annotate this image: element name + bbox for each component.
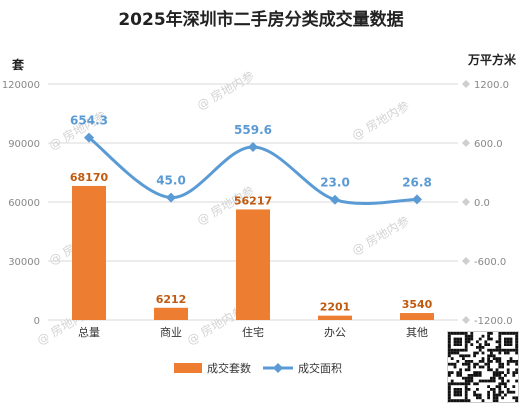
bar-商业 bbox=[154, 307, 188, 320]
category-label: 商业 bbox=[160, 325, 182, 339]
bar-其他 bbox=[400, 313, 434, 320]
category-label: 办公 bbox=[324, 326, 346, 339]
watermark-text: @ 房地内参 bbox=[194, 68, 257, 113]
right-tick-label: 600.0 bbox=[474, 139, 503, 150]
line-point-住宅 bbox=[248, 141, 258, 152]
category-label: 总量 bbox=[78, 325, 100, 339]
legend-bar-label: 成交套数 bbox=[207, 361, 251, 375]
right-tick-marker bbox=[462, 198, 470, 206]
bar-住宅 bbox=[236, 209, 270, 320]
right-axis-ticks: -1200.0 -600.0 0.0 600.0 1200.0 bbox=[462, 80, 513, 327]
bar-value-label: 3540 bbox=[402, 298, 433, 311]
line-point-商业 bbox=[166, 192, 176, 203]
left-tick-label: 120000 bbox=[2, 80, 40, 91]
line-value-label: 559.6 bbox=[234, 123, 272, 137]
watermark-text: @ 房地内参 bbox=[349, 213, 412, 258]
line-point-办公 bbox=[330, 194, 340, 205]
category-label: 其他 bbox=[406, 326, 428, 339]
bar-value-label: 2201 bbox=[320, 301, 351, 314]
line-value-label: 45.0 bbox=[156, 174, 186, 188]
bar-总量 bbox=[72, 185, 106, 320]
legend: 成交套数 成交面积 bbox=[174, 361, 342, 375]
line-point-总量 bbox=[84, 132, 94, 143]
right-tick-label: -600.0 bbox=[474, 257, 506, 268]
right-axis-label: 万平方米 bbox=[467, 52, 517, 67]
right-tick-marker bbox=[462, 80, 470, 88]
line-data-labels: 654.3 45.0 559.6 23.0 26.8 bbox=[70, 114, 432, 190]
legend-line-marker bbox=[273, 363, 283, 373]
right-tick-label: 1200.0 bbox=[474, 80, 509, 91]
bar-series bbox=[72, 185, 434, 320]
watermark-text: @ 房地内参 bbox=[349, 98, 412, 143]
line-value-label: 23.0 bbox=[320, 176, 350, 190]
right-tick-label: -1200.0 bbox=[474, 316, 513, 327]
line-value-label: 26.8 bbox=[402, 175, 432, 189]
right-tick-marker bbox=[462, 316, 470, 324]
bar-办公 bbox=[318, 315, 352, 320]
qr-code-icon bbox=[448, 332, 518, 402]
bar-value-label: 68170 bbox=[70, 171, 109, 184]
category-label: 住宅 bbox=[242, 325, 264, 339]
bar-value-label: 6212 bbox=[156, 293, 187, 306]
category-labels: 总量 商业 住宅 办公 其他 bbox=[78, 325, 428, 339]
right-tick-label: 0.0 bbox=[474, 198, 490, 209]
bar-data-labels: 68170 6212 56217 2201 3540 bbox=[70, 171, 433, 314]
left-axis-ticks: 0 30000 60000 90000 120000 bbox=[2, 80, 40, 327]
right-tick-marker bbox=[462, 139, 470, 147]
left-tick-label: 0 bbox=[34, 316, 40, 327]
line-value-label: 654.3 bbox=[70, 114, 108, 128]
left-tick-label: 60000 bbox=[8, 198, 40, 209]
left-tick-label: 30000 bbox=[8, 257, 40, 268]
legend-line-label: 成交面积 bbox=[298, 361, 342, 375]
line-point-其他 bbox=[412, 194, 422, 205]
legend-bar-swatch bbox=[174, 363, 202, 373]
qr-code-image bbox=[447, 331, 519, 403]
bar-value-label: 56217 bbox=[234, 194, 272, 207]
right-tick-marker bbox=[462, 257, 470, 265]
left-tick-label: 90000 bbox=[8, 139, 40, 150]
chart-title: 2025年深圳市二手房分类成交量数据 bbox=[118, 9, 403, 30]
line-series bbox=[84, 132, 422, 206]
left-axis-label: 套 bbox=[11, 57, 25, 72]
